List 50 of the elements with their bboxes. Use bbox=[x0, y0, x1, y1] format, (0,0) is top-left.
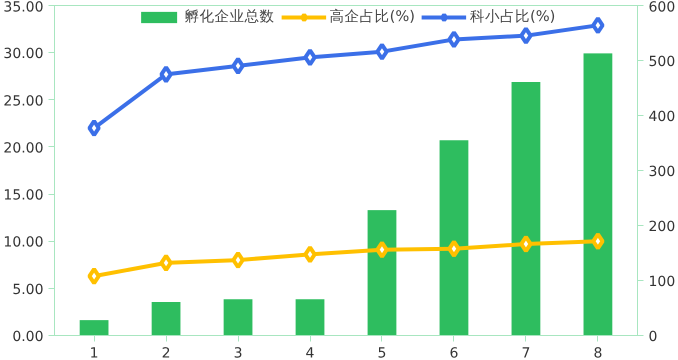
point bbox=[519, 26, 533, 45]
bar bbox=[440, 140, 468, 336]
bar bbox=[296, 299, 324, 336]
y-tick-label: 5.00 bbox=[12, 282, 44, 298]
y2-tick-label: 0 bbox=[648, 329, 658, 345]
point bbox=[87, 119, 101, 138]
x-tick-label: 3 bbox=[234, 346, 243, 360]
legend-label: 孵化企业总数 bbox=[184, 7, 275, 26]
point bbox=[303, 245, 317, 264]
y2-tick-label: 500 bbox=[648, 54, 676, 70]
point bbox=[447, 30, 461, 48]
bar bbox=[152, 302, 180, 336]
y2-tick-label: 300 bbox=[648, 164, 676, 180]
x-tick-label: 5 bbox=[378, 346, 386, 360]
point bbox=[231, 56, 245, 75]
y2-tick-label: 600 bbox=[648, 0, 676, 16]
x-tick-label: 4 bbox=[306, 346, 315, 360]
point bbox=[231, 251, 245, 270]
y-tick-label: 20.00 bbox=[3, 140, 44, 156]
bar bbox=[224, 299, 252, 336]
x-tick-label: 1 bbox=[90, 346, 99, 360]
x-tick-label: 7 bbox=[521, 346, 530, 360]
y2-tick-label: 400 bbox=[648, 109, 676, 125]
point bbox=[87, 267, 101, 286]
y2-tick-label: 200 bbox=[648, 219, 676, 235]
y-tick-label: 25.00 bbox=[3, 93, 44, 110]
legend-label: 科小占比(%) bbox=[470, 7, 556, 26]
y-tick-label: 15.00 bbox=[3, 188, 44, 204]
bar bbox=[512, 82, 540, 336]
point bbox=[519, 235, 533, 254]
x-tick-label: 8 bbox=[593, 346, 602, 360]
x-tick-label: 2 bbox=[162, 346, 171, 360]
bar bbox=[80, 320, 108, 336]
point bbox=[375, 240, 389, 259]
point bbox=[375, 42, 389, 61]
y2-tick-label: 100 bbox=[648, 274, 676, 290]
point bbox=[303, 48, 317, 66]
point bbox=[159, 65, 173, 84]
point bbox=[591, 232, 605, 250]
legend-label: 高企占比(%) bbox=[330, 7, 415, 26]
y-tick-label: 30.00 bbox=[3, 46, 44, 62]
x-tick-label: 6 bbox=[450, 346, 459, 360]
point bbox=[447, 240, 461, 258]
bar bbox=[584, 53, 612, 336]
bar bbox=[368, 210, 396, 336]
y-tick-label: 35.00 bbox=[3, 0, 44, 16]
point bbox=[159, 254, 173, 272]
y-tick-label: 10.00 bbox=[3, 234, 44, 251]
point bbox=[591, 16, 605, 34]
y-tick-label: 0.00 bbox=[12, 329, 44, 345]
